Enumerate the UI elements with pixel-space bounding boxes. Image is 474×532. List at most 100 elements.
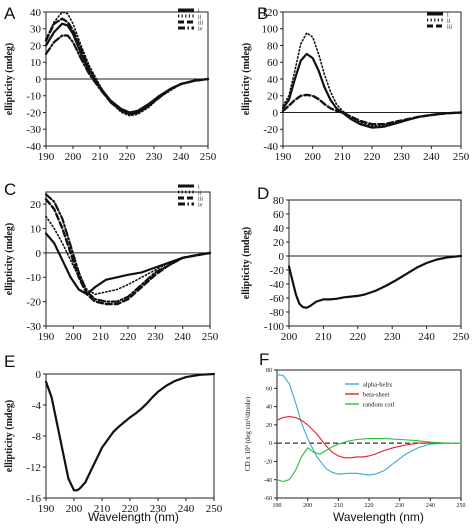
x-tick-label: 190 bbox=[38, 503, 55, 515]
y-tick-label: -20 bbox=[263, 124, 278, 136]
y-tick-label: -20 bbox=[269, 265, 284, 277]
x-tick-label: 230 bbox=[384, 331, 401, 343]
y-axis-label: CD x 10³ (deg cm²/dmole) bbox=[244, 396, 252, 471]
y-tick-label: -40 bbox=[269, 279, 284, 291]
x-tick-label: 250 bbox=[453, 331, 470, 343]
x-tick-label: 250 bbox=[200, 151, 217, 163]
legend-label: ii bbox=[447, 19, 451, 25]
x-tick-label: 240 bbox=[174, 331, 191, 343]
y-tick-label: 20 bbox=[30, 40, 42, 52]
y-tick-label: -60 bbox=[269, 293, 284, 305]
legend-label: i bbox=[198, 185, 200, 191]
y-tick-label: 20 bbox=[30, 199, 42, 211]
y-tick-label: -30 bbox=[26, 321, 41, 333]
x-tick-label: 250 bbox=[457, 503, 466, 509]
x-tick-label: 220 bbox=[364, 151, 381, 163]
y-tick-label: 20 bbox=[273, 237, 285, 249]
y-tick-label: -10 bbox=[26, 91, 41, 103]
x-tick-label: 210 bbox=[92, 331, 109, 343]
x-axis-label-f: Wavelength (nm) bbox=[333, 510, 424, 524]
chart-a: 190 200 210 220 230 240 250 -40 -30 -20 -10 0 10 20 30… bbox=[4, 7, 217, 163]
y-tick-label: -80 bbox=[269, 307, 284, 319]
x-tick-label: 250 bbox=[453, 151, 470, 163]
x-tick-label: 210 bbox=[315, 331, 332, 343]
y-tick-label: -16 bbox=[26, 493, 41, 505]
x-tick-label: 220 bbox=[120, 331, 137, 343]
panel-label-d: D bbox=[257, 184, 270, 203]
y-tick-label: 30 bbox=[30, 24, 42, 36]
y-tick-label: -30 bbox=[26, 124, 41, 136]
series-line-iii bbox=[281, 93, 463, 126]
y-tick-label: -40 bbox=[263, 141, 278, 153]
legend-label: alpha-helix bbox=[363, 382, 393, 389]
y-tick-label: 60 bbox=[273, 209, 285, 221]
y-tick-label: -20 bbox=[264, 460, 272, 466]
x-tick-label: 200 bbox=[65, 151, 82, 163]
x-tick-label: 230 bbox=[393, 151, 410, 163]
panel-d: D 200 210 220 230 240 250 -100 -80 -60 -40 -20 0 20 4… bbox=[237, 178, 474, 348]
y-tick-label: 120 bbox=[262, 7, 279, 19]
y-tick-label: 0 bbox=[36, 369, 42, 381]
y-axis-label: ellipticity (mdeg) bbox=[4, 43, 15, 115]
y-tick-label: -100 bbox=[264, 321, 285, 333]
x-tick-label: 220 bbox=[365, 503, 374, 509]
y-tick-label: 60 bbox=[266, 386, 272, 392]
y-axis-label: ellipticity (mdeg) bbox=[4, 223, 15, 295]
plot-frame bbox=[288, 199, 462, 327]
panel-label-c: C bbox=[4, 180, 17, 199]
plot-frame bbox=[276, 369, 462, 499]
y-axis-label: ellipticity (mdeg) bbox=[241, 227, 252, 299]
chart-d: 200 210 220 230 240 250 -100 -80 -60 -40 -20 0 20 40 6… bbox=[241, 195, 470, 343]
y-tick-label: 20 bbox=[266, 423, 272, 429]
y-tick-label: 20 bbox=[267, 91, 279, 103]
y-tick-label: 80 bbox=[273, 195, 285, 207]
y-tick-label: -10 bbox=[26, 272, 41, 284]
y-tick-label: 40 bbox=[273, 223, 285, 235]
series-line-iv bbox=[44, 34, 210, 116]
y-tick-label: 10 bbox=[30, 223, 42, 235]
x-tick-label: 190 bbox=[38, 331, 55, 343]
panel-c: C 190 200 210 220 230 240 250 -30 -20 -10 0 10 20 ell… bbox=[0, 178, 237, 348]
x-tick-label: 230 bbox=[395, 503, 404, 509]
panel-e: E 190 200 210 220 230 240 250 -16 -12 -8 -4 0 ellipt… bbox=[0, 348, 237, 527]
y-tick-label: -8 bbox=[32, 431, 42, 443]
y-tick-label: -12 bbox=[26, 462, 41, 474]
y-tick-label: 40 bbox=[267, 74, 279, 86]
y-tick-label: 10 bbox=[30, 57, 42, 69]
x-tick-label: 240 bbox=[173, 151, 190, 163]
chart-f: 190 200 210 220 230 240 250 -60 -40 -20 0 20 40 60 80 C… bbox=[244, 368, 466, 509]
x-tick-label: 200 bbox=[66, 503, 83, 515]
chart-c: 190 200 210 220 230 240 250 -30 -20 -10 0 10 20 ellip… bbox=[4, 184, 219, 343]
x-tick-label: 240 bbox=[178, 503, 195, 515]
series-line-i bbox=[44, 22, 210, 114]
x-tick-label: 230 bbox=[146, 151, 163, 163]
panel-b: B 190 200 210 220 230 240 250 -40 -20 0 20 40 60 80 10… bbox=[237, 0, 474, 170]
x-tick-label: 200 bbox=[65, 331, 82, 343]
y-tick-label: -40 bbox=[264, 478, 272, 484]
y-tick-label: -40 bbox=[26, 141, 41, 153]
plot-frame bbox=[45, 191, 211, 327]
x-tick-label: 220 bbox=[122, 503, 139, 515]
x-tick-label: 200 bbox=[304, 151, 321, 163]
series-line-iv bbox=[44, 193, 212, 303]
panel-f: F 190 200 210 220 230 240 250 -60 -40 -20 0 20 40 60 8… bbox=[237, 348, 474, 527]
chart-e: 190 200 210 220 230 240 250 -16 -12 -8 -4 0 elliptic… bbox=[4, 369, 223, 515]
panel-label-f: F bbox=[259, 350, 270, 369]
series-line-ii bbox=[282, 32, 462, 127]
x-tick-label: 210 bbox=[92, 151, 109, 163]
legend-label: random coil bbox=[363, 402, 394, 409]
y-axis-label: ellipticity (mdeg) bbox=[241, 43, 252, 115]
series-line-i bbox=[281, 52, 463, 129]
series-line-iii bbox=[44, 198, 212, 306]
series-line-random-coil bbox=[276, 438, 462, 483]
series-line-spectrum bbox=[287, 254, 463, 309]
y-tick-label: 0 bbox=[269, 441, 272, 447]
y-tick-label: 0 bbox=[36, 74, 42, 86]
y-tick-label: 0 bbox=[279, 251, 285, 263]
x-tick-label: 250 bbox=[202, 331, 219, 343]
x-tick-label: 250 bbox=[206, 503, 223, 515]
x-tick-label: 200 bbox=[303, 503, 312, 509]
series-line-ii bbox=[45, 215, 211, 296]
legend-label: iii bbox=[447, 25, 452, 31]
legend-label: ii bbox=[198, 191, 202, 197]
